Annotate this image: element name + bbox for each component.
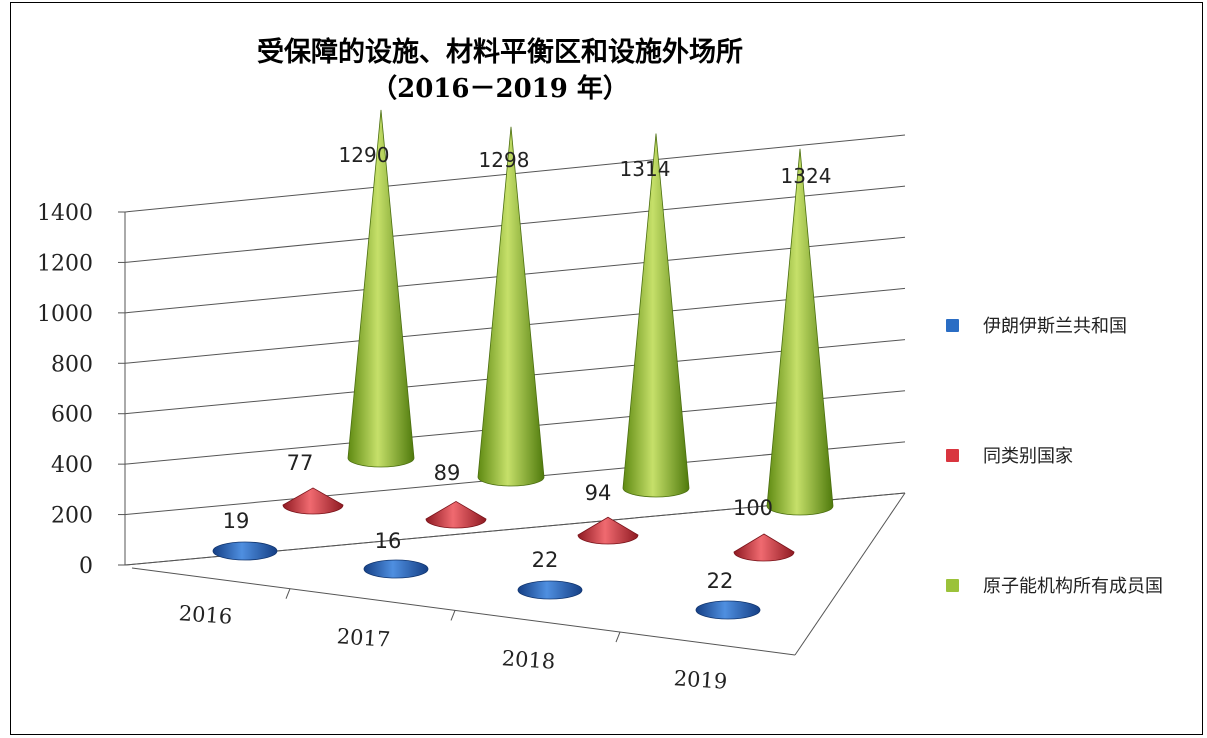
legend-swatch-green	[946, 578, 959, 592]
data-label-same-category-2016: 77	[287, 451, 314, 475]
cone-all-members-2019	[766, 148, 834, 516]
y-tick-label: 400	[51, 453, 93, 478]
legend-label-all-members: 原子能机构所有成员国	[983, 576, 1163, 597]
cone-same-category-2019	[733, 533, 795, 562]
data-label-iran-2017: 16	[375, 529, 402, 553]
y-tick-label: 1000	[37, 302, 93, 327]
data-label-same-category-2017: 89	[434, 461, 461, 485]
x-tick-mark	[450, 610, 456, 621]
figure-frame	[10, 2, 1203, 735]
cone-same-category-2018	[577, 516, 639, 545]
data-label-same-category-2018: 94	[585, 481, 612, 505]
x-tick-mark	[285, 588, 291, 599]
cone-iran-2018	[517, 580, 583, 600]
x-tick-mark	[615, 631, 621, 643]
y-tick-label: 800	[51, 352, 93, 377]
legend-item-same-category: 同类别国家	[946, 442, 1073, 468]
y-tick-label: 600	[51, 403, 93, 428]
legend-swatch-red	[946, 448, 959, 462]
data-label-iran-2018: 22	[532, 548, 559, 572]
legend-item-all-members: 原子能机构所有成员国	[946, 572, 1163, 598]
data-label-all-members-2017: 1298	[479, 148, 530, 172]
data-label-all-members-2016: 1290	[339, 143, 390, 167]
legend-item-iran: 伊朗伊斯兰共和国	[946, 312, 1127, 338]
x-tick-label-2017: 2017	[336, 624, 391, 652]
cone-same-category-2017	[425, 500, 487, 529]
cone-all-members-2018	[622, 133, 690, 498]
data-label-iran-2019: 22	[707, 569, 734, 593]
x-tick-label-2018: 2018	[501, 646, 556, 674]
legend-label-iran: 伊朗伊斯兰共和国	[983, 316, 1127, 337]
chart-subtitle: （2016－2019 年）	[371, 74, 629, 104]
cone-all-members-2017	[477, 126, 545, 487]
legend-swatch-blue	[946, 318, 959, 332]
x-tick-label-2016: 2016	[178, 601, 233, 629]
data-label-iran-2016: 19	[223, 509, 250, 533]
floor-right-edge	[794, 492, 906, 656]
cone-iran-2016	[212, 541, 278, 561]
chart-title: 受保障的设施、材料平衡区和设施外场所	[257, 37, 743, 68]
x-axis-line	[131, 567, 796, 656]
cone-iran-2019	[695, 600, 761, 620]
cone-same-category-2016	[282, 487, 344, 515]
y-tick-label: 1400	[37, 201, 93, 226]
cone-iran-2017	[363, 559, 429, 579]
data-label-all-members-2019: 1324	[781, 164, 832, 188]
y-tick-label: 0	[79, 554, 93, 579]
y-tick-label: 200	[51, 504, 93, 529]
data-label-same-category-2019: 100	[733, 496, 773, 520]
y-tick-label: 1200	[37, 251, 93, 276]
x-tick-label-2019: 2019	[673, 666, 728, 694]
cone-all-members-2016	[347, 109, 415, 468]
data-label-all-members-2018: 1314	[620, 157, 671, 181]
legend-label-same-category: 同类别国家	[983, 446, 1073, 467]
